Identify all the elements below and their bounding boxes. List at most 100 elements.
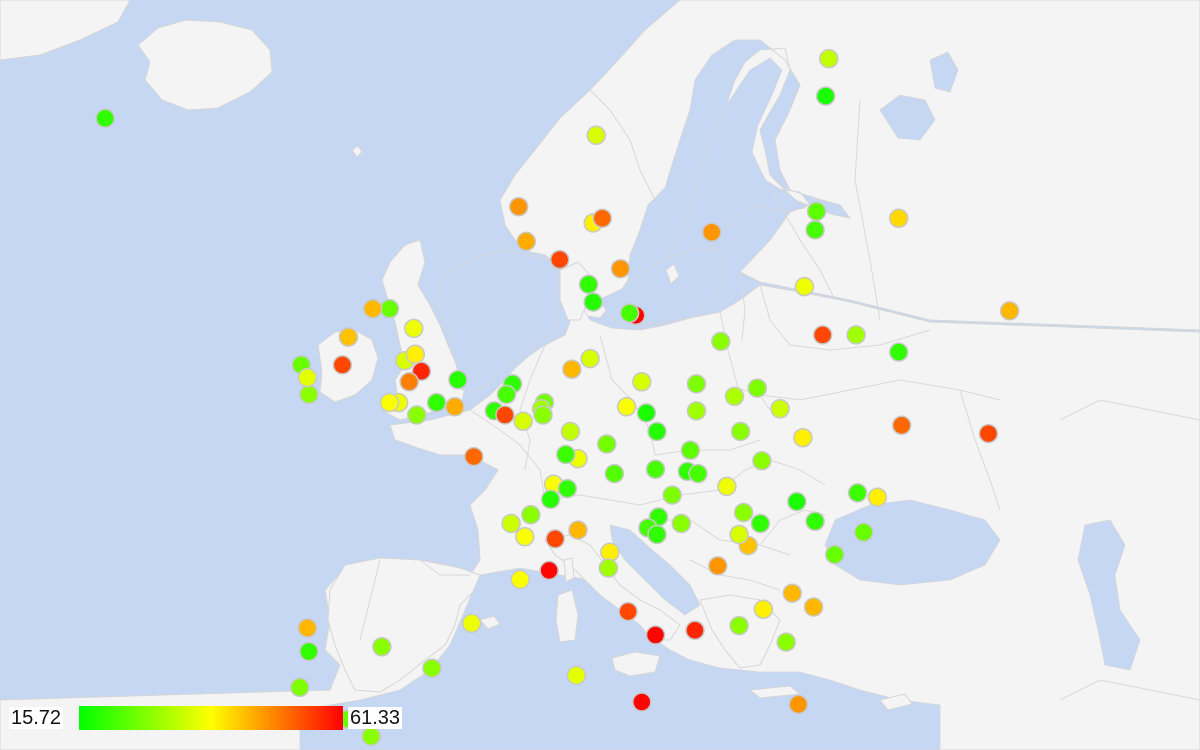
data-point-marker[interactable]: [671, 513, 692, 534]
data-point-marker[interactable]: [645, 459, 666, 480]
data-point-marker[interactable]: [445, 397, 465, 417]
data-point-marker[interactable]: [363, 299, 383, 319]
data-point-marker[interactable]: [422, 658, 442, 678]
data-point-marker[interactable]: [496, 384, 517, 405]
data-point-marker[interactable]: [891, 415, 912, 436]
data-point-marker[interactable]: [508, 196, 529, 217]
data-point-marker[interactable]: [815, 86, 836, 106]
data-point-marker[interactable]: [533, 405, 553, 425]
data-point-marker[interactable]: [636, 403, 657, 423]
data-point-marker[interactable]: [560, 421, 581, 442]
data-point-marker[interactable]: [598, 558, 619, 578]
data-point-marker[interactable]: [592, 208, 613, 229]
data-point-marker[interactable]: [545, 529, 565, 549]
data-point-marker[interactable]: [464, 446, 484, 467]
data-point-marker[interactable]: [501, 513, 521, 534]
data-point-marker[interactable]: [297, 367, 318, 388]
data-point-marker[interactable]: [448, 369, 468, 390]
data-point-marker[interactable]: [794, 276, 815, 297]
data-point-marker[interactable]: [750, 513, 771, 534]
data-point-marker[interactable]: [747, 378, 768, 398]
data-point-marker[interactable]: [647, 421, 667, 442]
data-point-marker[interactable]: [819, 48, 839, 69]
data-point-marker[interactable]: [788, 694, 809, 715]
data-point-marker[interactable]: [578, 274, 599, 295]
data-point-marker[interactable]: [805, 220, 825, 240]
data-point-marker[interactable]: [610, 258, 631, 279]
data-point-marker[interactable]: [753, 599, 774, 620]
data-point-marker[interactable]: [787, 491, 807, 512]
data-point-marker[interactable]: [645, 625, 666, 645]
data-point-marker[interactable]: [685, 620, 705, 641]
data-point-marker[interactable]: [888, 208, 909, 229]
data-point-marker[interactable]: [793, 427, 813, 448]
data-point-marker[interactable]: [516, 231, 537, 252]
data-point-marker[interactable]: [729, 615, 749, 636]
data-point-marker[interactable]: [332, 355, 353, 375]
data-point-marker[interactable]: [539, 560, 559, 581]
data-point-marker[interactable]: [806, 201, 827, 222]
data-point-marker[interactable]: [515, 526, 535, 547]
data-point-marker[interactable]: [379, 299, 400, 319]
data-point-marker[interactable]: [729, 524, 749, 545]
data-point-marker[interactable]: [557, 478, 578, 499]
data-point-marker[interactable]: [604, 463, 625, 484]
data-point-marker[interactable]: [711, 331, 731, 352]
data-point-marker[interactable]: [580, 348, 600, 369]
data-point-marker[interactable]: [540, 489, 561, 510]
data-point-marker[interactable]: [805, 511, 825, 532]
data-point-marker[interactable]: [521, 504, 541, 525]
data-point-marker[interactable]: [404, 318, 424, 339]
data-point-marker[interactable]: [95, 108, 115, 129]
data-point-marker[interactable]: [372, 637, 392, 657]
data-point-marker[interactable]: [513, 411, 533, 431]
data-point-marker[interactable]: [290, 677, 310, 698]
data-point-marker[interactable]: [562, 359, 582, 379]
data-point-marker[interactable]: [510, 569, 530, 590]
data-point-marker[interactable]: [461, 613, 482, 634]
data-point-marker[interactable]: [812, 325, 833, 345]
data-point-marker[interactable]: [399, 372, 419, 392]
data-point-marker[interactable]: [411, 361, 432, 382]
data-point-marker[interactable]: [717, 476, 737, 497]
data-point-marker[interactable]: [662, 485, 682, 505]
data-point-marker[interactable]: [566, 665, 587, 686]
data-point-marker[interactable]: [556, 444, 576, 465]
data-point-marker[interactable]: [379, 392, 400, 413]
data-point-marker[interactable]: [888, 342, 909, 362]
data-point-marker[interactable]: [299, 641, 319, 662]
data-point-marker[interactable]: [618, 601, 638, 622]
data-point-marker[interactable]: [770, 399, 790, 419]
data-point-marker[interactable]: [846, 325, 866, 345]
data-point-marker[interactable]: [686, 374, 707, 394]
data-point-marker[interactable]: [586, 125, 606, 146]
data-point-marker[interactable]: [568, 520, 588, 540]
data-point-marker[interactable]: [405, 344, 426, 365]
data-point-marker[interactable]: [825, 544, 845, 565]
data-point-marker[interactable]: [680, 440, 701, 461]
data-point-marker[interactable]: [583, 292, 603, 312]
data-point-marker[interactable]: [338, 327, 359, 347]
data-point-marker[interactable]: [733, 502, 754, 523]
data-point-marker[interactable]: [619, 303, 640, 323]
data-point-marker[interactable]: [776, 632, 796, 652]
data-point-marker[interactable]: [426, 392, 447, 413]
data-point-marker[interactable]: [752, 451, 772, 471]
data-point-marker[interactable]: [647, 524, 667, 545]
data-point-marker[interactable]: [999, 301, 1020, 321]
data-point-marker[interactable]: [708, 556, 728, 576]
data-point-marker[interactable]: [495, 405, 515, 425]
data-point-marker[interactable]: [803, 597, 824, 617]
data-point-marker[interactable]: [782, 583, 803, 603]
data-point-marker[interactable]: [407, 405, 427, 425]
data-point-marker[interactable]: [616, 397, 637, 417]
data-point-marker[interactable]: [297, 618, 318, 638]
data-point-marker[interactable]: [299, 384, 319, 405]
data-point-marker[interactable]: [686, 401, 707, 421]
data-point-marker[interactable]: [632, 692, 652, 712]
data-point-marker[interactable]: [549, 249, 570, 270]
data-point-marker[interactable]: [730, 421, 751, 442]
data-point-marker[interactable]: [597, 434, 617, 454]
data-point-marker[interactable]: [724, 386, 745, 407]
